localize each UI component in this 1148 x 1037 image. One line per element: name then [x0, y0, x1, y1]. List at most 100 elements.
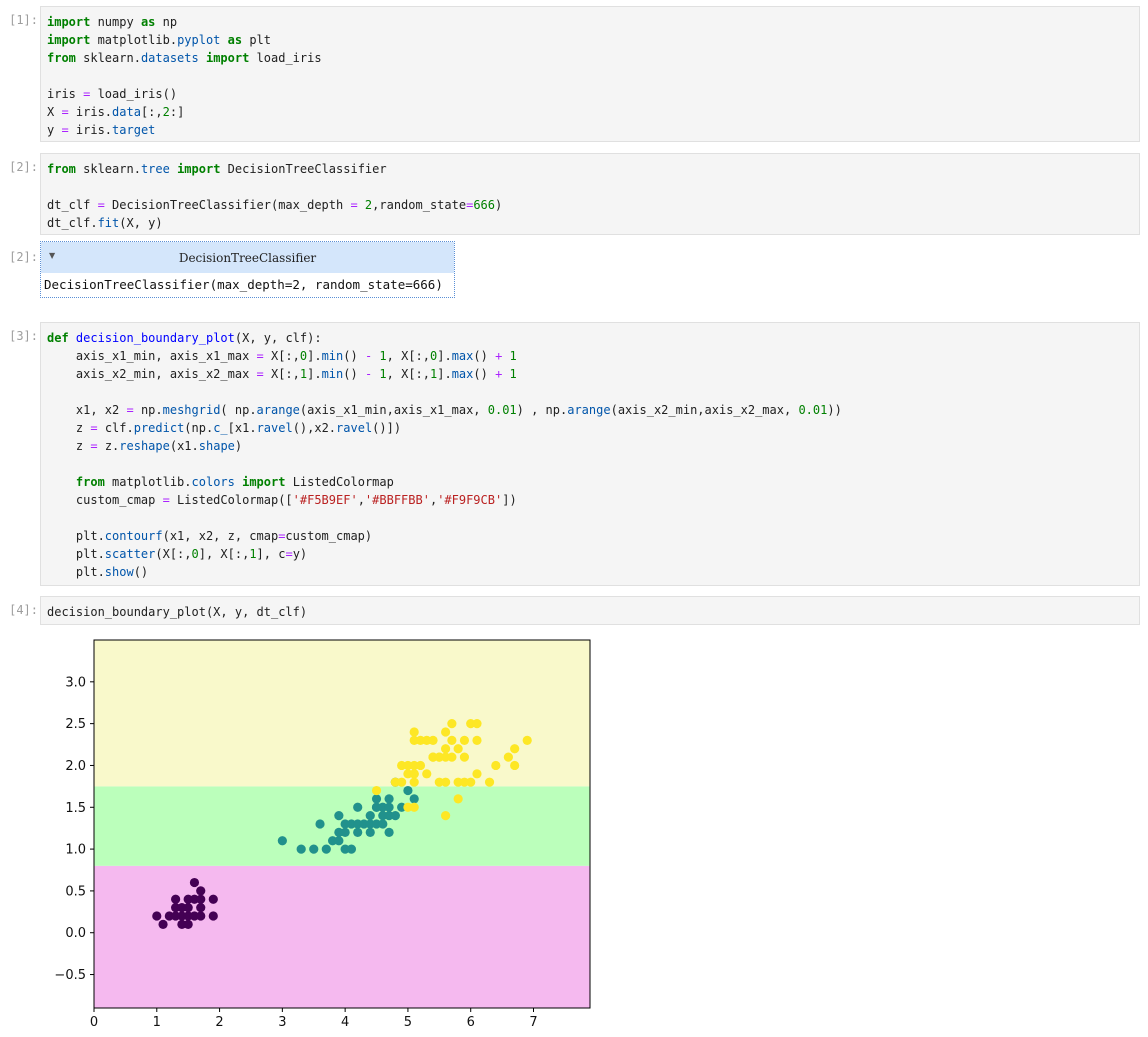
scatter-point [353, 827, 363, 837]
y-tick-label: −0.5 [54, 968, 86, 983]
code-cell-call[interactable]: decision_boundary_plot(X, y, dt_clf) [40, 596, 1140, 625]
code-line: axis_x2_min, axis_x2_max = X[:,1].min() … [47, 367, 517, 381]
scatter-point [390, 811, 400, 821]
code-line: x1, x2 = np.meshgrid( np.arange(axis_x1_… [47, 403, 842, 417]
scatter-point [371, 794, 382, 804]
scatter-point [503, 752, 513, 762]
scatter-point [453, 744, 463, 754]
estimator-widget[interactable]: ▼ DecisionTreeClassifier DecisionTreeCla… [40, 241, 455, 298]
scatter-point [409, 777, 419, 787]
scatter-point [334, 836, 344, 846]
scatter-point [409, 727, 419, 737]
scatter-point [196, 903, 206, 913]
scatter-point [447, 735, 457, 745]
scatter-point [208, 894, 218, 904]
scatter-point [384, 827, 394, 837]
triangle-down-icon[interactable]: ▼ [49, 251, 56, 260]
code-editor[interactable]: from sklearn.tree import DecisionTreeCla… [41, 154, 1139, 232]
scatter-point [321, 844, 331, 854]
cell-prompt: [4]: [9, 603, 38, 617]
y-tick-label: 1.5 [65, 801, 86, 816]
scatter-point [189, 877, 200, 888]
scatter-point [152, 911, 162, 921]
scatter-point [459, 752, 470, 762]
code-line: from sklearn.tree import DecisionTreeCla… [47, 162, 387, 176]
code-line: custom_cmap = ListedColormap(['#F5B9EF',… [47, 493, 517, 507]
scatter-point [371, 785, 382, 796]
y-tick-label: 3.0 [65, 675, 86, 690]
x-tick-label: 6 [467, 1015, 475, 1030]
code-line: y = iris.target [47, 123, 156, 137]
scatter-point [334, 811, 344, 821]
code-line: decision_boundary_plot(X, y, dt_clf) [47, 605, 308, 619]
scatter-point [171, 894, 181, 904]
code-line [47, 67, 1139, 85]
scatter-point [183, 919, 193, 929]
scatter-point [403, 785, 413, 796]
plot-frame [93, 639, 591, 1009]
scatter-point [353, 802, 363, 812]
x-tick-label: 7 [529, 1015, 537, 1030]
y-tick-label: 0.5 [65, 884, 86, 899]
code-cell-imports[interactable]: import numpy as np import matplotlib.pypl… [40, 6, 1140, 142]
scatter-point [472, 719, 482, 729]
code-cell-fit[interactable]: from sklearn.tree import DecisionTreeCla… [40, 153, 1140, 235]
scatter-point [340, 827, 350, 837]
scatter-point [422, 769, 432, 779]
code-line: axis_x1_min, axis_x1_max = X[:,0].min() … [47, 349, 517, 363]
code-line: plt.scatter(X[:,0], X[:,1], c=y) [47, 547, 308, 561]
decision-region-class-2 [94, 640, 590, 787]
code-line: import numpy as np [47, 15, 178, 29]
scatter-point [440, 777, 451, 787]
code-cell-boundary-function[interactable]: def decision_boundary_plot(X, y, clf): a… [40, 322, 1140, 586]
cell-prompt: [2]: [9, 160, 38, 174]
scatter-point [491, 760, 501, 771]
scatter-point [484, 777, 495, 787]
estimator-header[interactable]: ▼ DecisionTreeClassifier [41, 242, 454, 273]
estimator-repr: DecisionTreeClassifier(max_depth=2, rand… [44, 277, 443, 292]
x-tick-label: 2 [215, 1015, 223, 1030]
scatter-point [158, 919, 168, 929]
scatter-point [472, 769, 482, 779]
scatter-point [315, 819, 325, 829]
cell-prompt: [3]: [9, 329, 38, 343]
scatter-point [409, 802, 419, 812]
x-tick-label: 0 [90, 1015, 98, 1030]
y-tick-label: 0.0 [65, 926, 86, 941]
output-prompt: [2]: [9, 250, 38, 264]
scatter-point [447, 752, 457, 762]
scatter-point [183, 903, 193, 913]
scatter-point [196, 911, 206, 921]
code-line: import matplotlib.pyplot as plt [47, 33, 272, 47]
y-tick-label: 2.5 [65, 717, 86, 732]
scatter-point [309, 844, 319, 854]
code-line: iris = load_iris() [47, 87, 178, 101]
code-editor[interactable]: import numpy as np import matplotlib.pypl… [41, 7, 1139, 139]
scatter-point [208, 911, 218, 921]
scatter-point [346, 844, 357, 854]
code-line [47, 455, 1139, 473]
code-editor[interactable]: decision_boundary_plot(X, y, dt_clf) [41, 597, 1139, 621]
scatter-point [371, 802, 382, 812]
scatter-point [459, 777, 470, 787]
code-line [47, 383, 1139, 401]
code-line: dt_clf = DecisionTreeClassifier(max_dept… [47, 198, 503, 212]
estimator-title: DecisionTreeClassifier [178, 251, 317, 265]
scatter-point [409, 794, 419, 804]
scatter-point [196, 894, 206, 904]
scatter-point [453, 794, 463, 804]
scatter-point [510, 760, 520, 771]
code-line: plt.contourf(x1, x2, z, cmap=custom_cmap… [47, 529, 373, 543]
scatter-point [522, 735, 532, 745]
scatter-point [365, 827, 375, 837]
code-line: from matplotlib.colors import ListedColo… [75, 475, 394, 489]
scatter-point [510, 744, 520, 754]
code-editor[interactable]: def decision_boundary_plot(X, y, clf): a… [41, 323, 1139, 581]
code-line [47, 178, 1139, 196]
scatter-point [384, 794, 394, 804]
x-tick-label: 3 [278, 1015, 286, 1030]
scatter-point [459, 735, 470, 745]
scatter-point [397, 777, 407, 787]
scatter-point [440, 727, 451, 737]
scatter-point [440, 744, 451, 754]
